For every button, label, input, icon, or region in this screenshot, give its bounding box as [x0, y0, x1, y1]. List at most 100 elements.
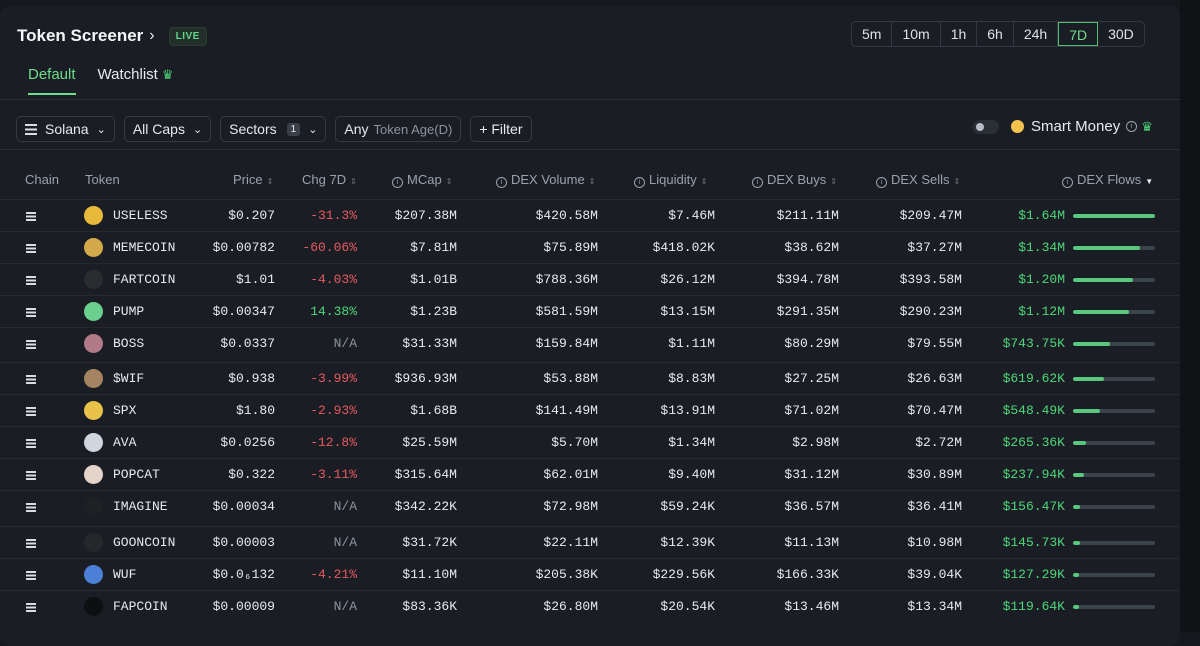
cell-chg: N/A: [333, 535, 357, 550]
table-row[interactable]: USELESS $0.207 -31.3% $207.38M $420.58M $7.46…: [0, 199, 1180, 231]
token-name[interactable]: POPCAT: [113, 467, 160, 482]
token-name[interactable]: AVA: [113, 435, 137, 450]
table-row[interactable]: $WIF $0.938 -3.99% $936.93M $53.88M $8.83M $27…: [0, 362, 1180, 394]
token-name[interactable]: USELESS: [113, 208, 168, 223]
cell-buys: $11.13M: [784, 535, 839, 550]
solana-icon: [26, 469, 38, 480]
sort-icon: ⇕: [953, 177, 961, 186]
smart-money-toggle-group: Smart Money i ♛: [973, 118, 1153, 135]
table-row[interactable]: AVA $0.0256 -12.8% $25.59M $5.70M $1.34M $2.98…: [0, 426, 1180, 458]
cell-liq: $1.34M: [668, 435, 715, 450]
col-liquidity-label: Liquidity: [649, 172, 697, 187]
crown-icon: ♛: [1141, 118, 1153, 134]
table-row[interactable]: IMAGINE $0.00034 N/A $342.22K $72.98M $59.24K…: [0, 490, 1180, 522]
col-chg[interactable]: Chg 7D ⇕: [302, 172, 357, 187]
info-icon: i: [392, 177, 403, 188]
sectors-select-label: Sectors: [229, 121, 277, 137]
token-name[interactable]: WUF: [113, 567, 137, 582]
token-name[interactable]: PUMP: [113, 304, 145, 319]
flow-bar-fill: [1073, 278, 1133, 282]
token-name[interactable]: BOSS: [113, 336, 145, 351]
solana-icon: [26, 537, 38, 548]
timeframe-10m[interactable]: 10m: [892, 22, 941, 46]
tab-watchlist[interactable]: Watchlist ♛: [98, 66, 174, 95]
smart-money-toggle[interactable]: [973, 119, 999, 134]
table-row[interactable]: SPX $1.80 -2.93% $1.68B $141.49M $13.91M $71.0…: [0, 394, 1180, 426]
token-name[interactable]: MEMECOIN: [113, 240, 176, 255]
cell-price: $0.207: [228, 208, 275, 223]
timeframe-30d[interactable]: 30D: [1108, 26, 1134, 42]
cell-mcap: $25.59M: [402, 435, 457, 450]
cell-vol: $75.89M: [543, 240, 598, 255]
cell-mcap: $31.72K: [402, 535, 457, 550]
cell-liq: $1.11M: [668, 336, 715, 351]
info-icon[interactable]: i: [1126, 121, 1138, 132]
col-volume[interactable]: i DEX Volume ⇕: [496, 172, 595, 188]
solana-icon-mark: [26, 276, 36, 285]
add-filter-button[interactable]: + Filter: [470, 116, 532, 142]
col-mcap[interactable]: i MCap ⇕: [392, 172, 452, 188]
cell-mcap: $7.81M: [410, 240, 457, 255]
cell-chg: N/A: [333, 599, 357, 614]
chain-select[interactable]: Solana ⌄: [16, 116, 115, 142]
flow-bar: [1073, 278, 1155, 282]
solana-icon: [26, 501, 38, 512]
table-row[interactable]: MEMECOIN $0.00782 -60.06% $7.81M $75.89M $418…: [0, 231, 1180, 263]
solana-icon: [26, 306, 38, 317]
cell-vol: $62.01M: [543, 467, 598, 482]
cell-mcap: $315.64M: [394, 467, 457, 482]
sectors-select[interactable]: Sectors 1 ⌄: [220, 116, 327, 142]
table-row[interactable]: POPCAT $0.322 -3.11% $315.64M $62.01M $9.40M $…: [0, 458, 1180, 490]
solana-icon-mark: [26, 539, 36, 548]
token-name[interactable]: FARTCOIN: [113, 272, 176, 287]
table-row[interactable]: GOONCOIN $0.00003 N/A $31.72K $22.11M $12.39K…: [0, 526, 1180, 558]
cell-chg: 14.38%: [310, 304, 357, 319]
col-chg-label: Chg 7D: [302, 172, 347, 187]
timeframe-6h[interactable]: 6h: [977, 22, 1014, 46]
token-name[interactable]: GOONCOIN: [113, 535, 176, 550]
cell-mcap: $31.33M: [402, 336, 457, 351]
flow-bar-fill: [1073, 605, 1079, 609]
cell-buys: $36.57M: [784, 499, 839, 514]
chevron-right-icon[interactable]: ›: [149, 27, 155, 44]
solana-icon-mark: [26, 375, 36, 384]
timeframe-7d[interactable]: 7D: [1058, 22, 1099, 46]
token-name[interactable]: $WIF: [113, 371, 145, 386]
cell-price: $0.00782: [212, 240, 275, 255]
cell-flows: $237.94K: [1002, 467, 1065, 482]
col-buys[interactable]: i DEX Buys ⇕: [752, 172, 837, 188]
table-row[interactable]: BOSS $0.0337 N/A $31.33M $159.84M $1.11M $80.2…: [0, 327, 1180, 359]
cell-liq: $26.12M: [660, 272, 715, 287]
cell-vol: $788.36M: [535, 272, 598, 287]
cell-buys: $38.62M: [784, 240, 839, 255]
cell-vol: $26.80M: [543, 599, 598, 614]
table-row[interactable]: PUMP $0.00347 14.38% $1.23B $581.59M $13.15M $…: [0, 295, 1180, 327]
table-row[interactable]: FAPCOIN $0.00009 N/A $83.36K $26.80M $20.54K $…: [0, 590, 1180, 622]
cell-liq: $20.54K: [660, 599, 715, 614]
cell-buys: $2.98M: [792, 435, 839, 450]
caps-select-label: All Caps: [132, 121, 185, 137]
sort-desc-icon: ▼: [1145, 177, 1154, 186]
col-price[interactable]: Price ⇕: [233, 172, 273, 187]
token-name[interactable]: SPX: [113, 403, 137, 418]
col-liquidity[interactable]: i Liquidity ⇕: [634, 172, 707, 188]
tab-default[interactable]: Default: [28, 66, 76, 95]
page-title[interactable]: Token Screener: [17, 26, 144, 45]
col-price-label: Price: [233, 172, 263, 187]
cell-vol: $581.59M: [535, 304, 598, 319]
caps-select[interactable]: All Caps ⌄: [123, 116, 212, 142]
table-row[interactable]: WUF $0.0₆132 -4.21% $11.10M $205.38K $229.56K…: [0, 558, 1180, 590]
timeframe-5m[interactable]: 5m: [852, 22, 893, 46]
col-flows[interactable]: i DEX Flows ▼: [1062, 172, 1153, 188]
timeframe-1h[interactable]: 1h: [941, 22, 978, 46]
col-sells[interactable]: i DEX Sells ⇕: [876, 172, 960, 188]
token-age-filter[interactable]: Any Token Age(D): [335, 116, 462, 142]
token-name[interactable]: FAPCOIN: [113, 599, 168, 614]
table-row[interactable]: FARTCOIN $1.01 -4.03% $1.01B $788.36M $26.12M…: [0, 263, 1180, 295]
cell-flows: $1.64M: [1018, 208, 1065, 223]
cell-sells: $13.34M: [907, 599, 962, 614]
cell-sells: $26.63M: [907, 371, 962, 386]
timeframe-24h[interactable]: 24h: [1014, 22, 1059, 46]
token-name[interactable]: IMAGINE: [113, 499, 168, 514]
cell-flows: $156.47K: [1002, 499, 1065, 514]
